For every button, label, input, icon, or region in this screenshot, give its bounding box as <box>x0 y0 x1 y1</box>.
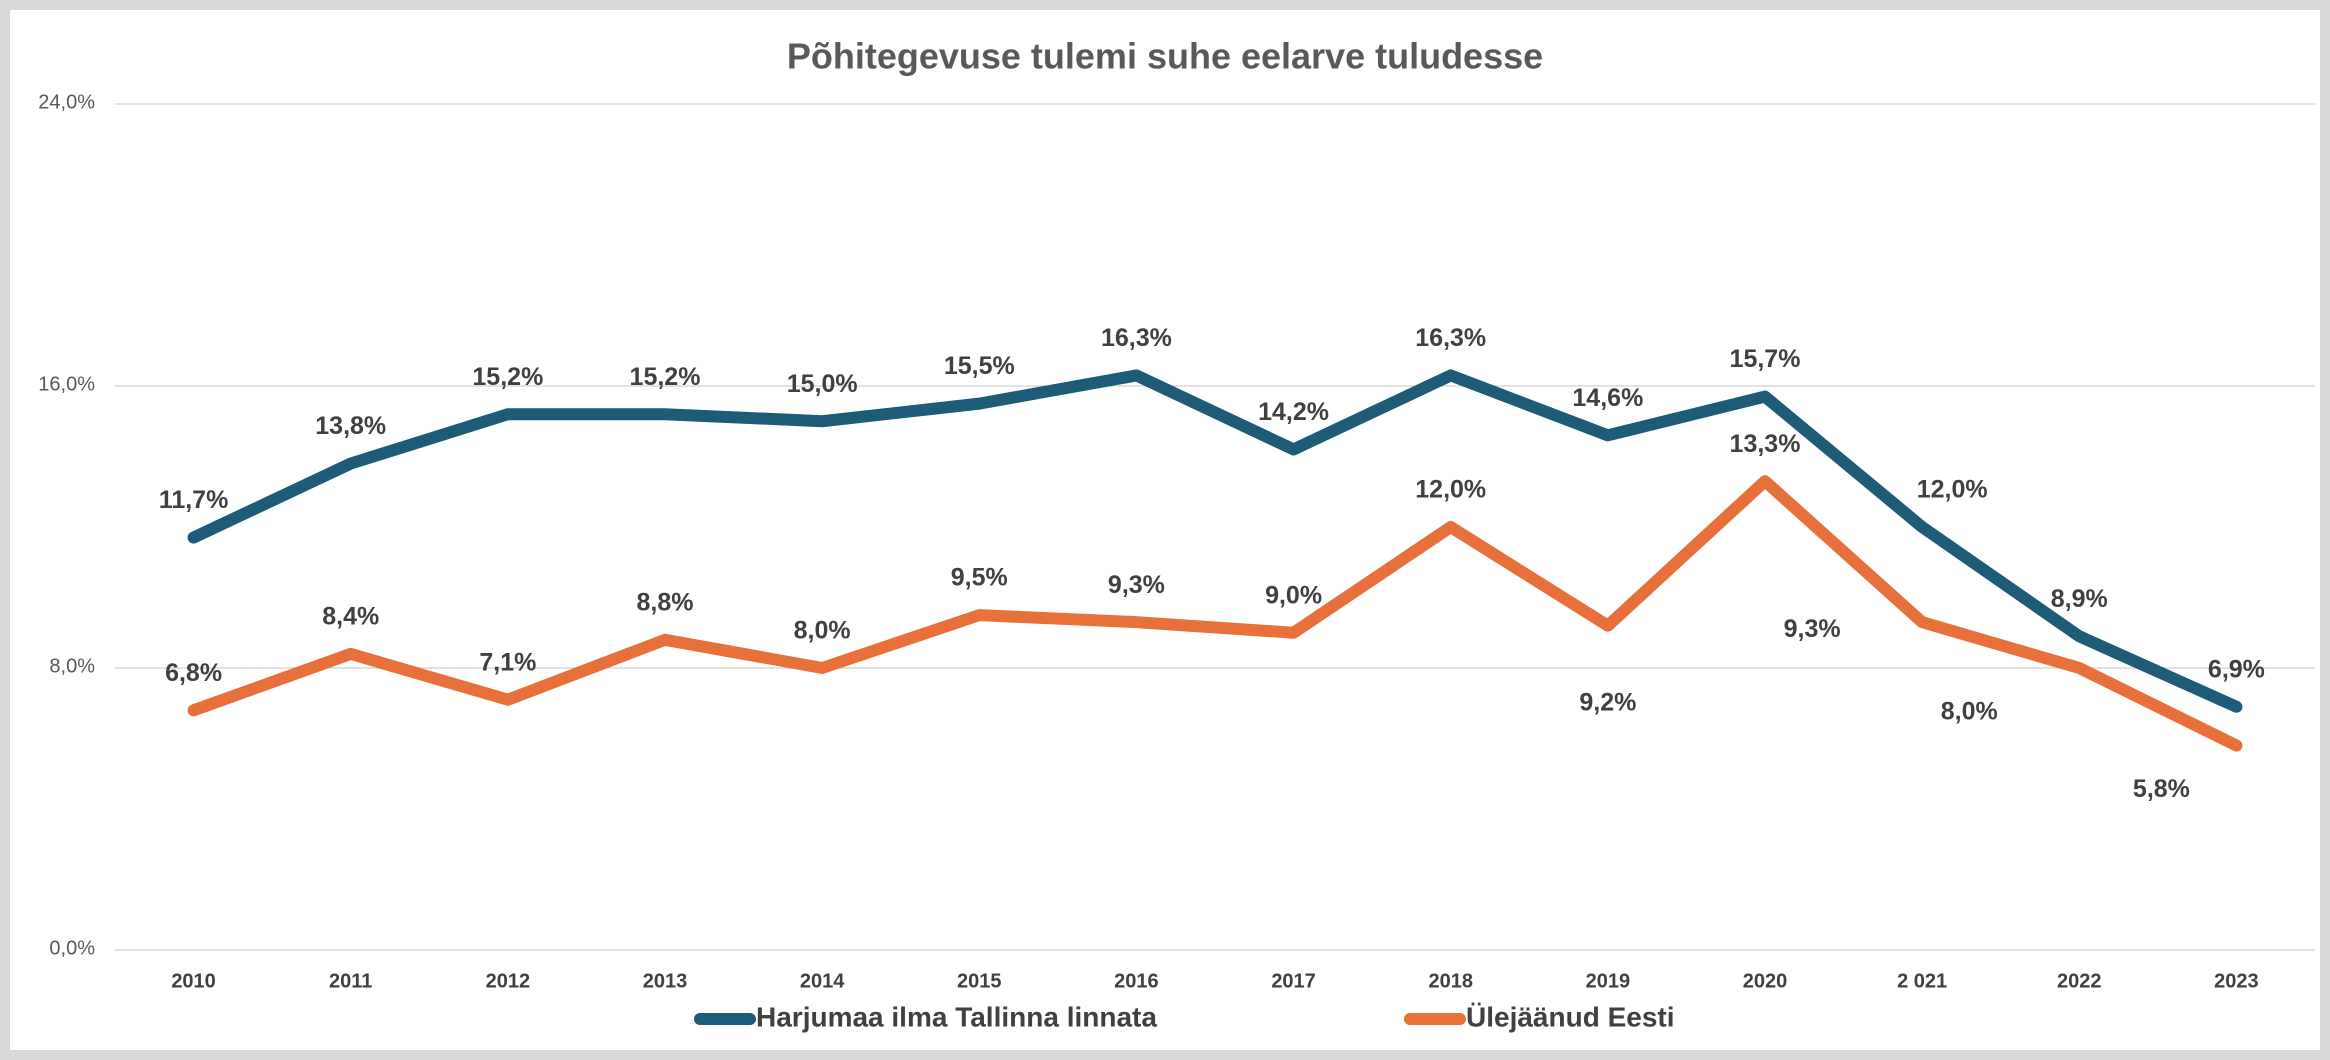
data-label: 8,4% <box>322 603 379 631</box>
data-label: 8,0% <box>1941 698 1998 726</box>
data-label: 9,2% <box>1579 688 1636 716</box>
data-label: 7,1% <box>479 648 536 676</box>
data-label: 8,0% <box>794 617 851 645</box>
data-label: 6,8% <box>165 659 222 687</box>
x-tick-label: 2012 <box>486 970 531 992</box>
data-label: 14,2% <box>1258 398 1329 426</box>
x-tick-label: 2016 <box>1114 970 1159 992</box>
data-label: 16,3% <box>1101 324 1172 352</box>
y-tick-label: 24,0% <box>38 91 95 113</box>
data-label: 15,2% <box>630 363 701 391</box>
x-tick-label: 2018 <box>1428 970 1473 992</box>
x-tick-label: 2 021 <box>1897 970 1947 992</box>
chart-title: Põhitegevuse tulemi suhe eelarve tuludes… <box>787 36 1543 77</box>
series-line <box>187 369 2243 713</box>
x-tick-label: 2013 <box>643 970 688 992</box>
data-label: 8,8% <box>637 588 694 616</box>
data-label: 9,5% <box>951 564 1008 592</box>
x-tick-label: 2019 <box>1586 970 1631 992</box>
x-tick-label: 2017 <box>1271 970 1316 992</box>
x-tick-label: 2020 <box>1743 970 1788 992</box>
data-label: 11,7% <box>159 486 229 514</box>
data-label: 13,8% <box>315 412 386 440</box>
x-tick-label: 2014 <box>800 970 845 992</box>
x-tick-label: 2010 <box>171 970 216 992</box>
x-tick-label: 2015 <box>957 970 1002 992</box>
data-label: 12,0% <box>1415 476 1486 504</box>
data-label: 15,2% <box>472 363 543 391</box>
data-label: 9,3% <box>1108 571 1165 599</box>
data-label: 14,6% <box>1572 384 1643 412</box>
data-label: 15,7% <box>1730 345 1801 373</box>
x-tick-label: 2022 <box>2057 970 2102 992</box>
x-tick-label: 2023 <box>2214 970 2259 992</box>
legend-label: Ülejäänud Eesti <box>1466 1001 1675 1032</box>
series-line <box>187 475 2243 752</box>
data-label: 5,8% <box>2133 775 2190 803</box>
data-label: 9,3% <box>1784 615 1841 643</box>
y-tick-label: 8,0% <box>49 655 95 677</box>
data-label: 9,0% <box>1265 581 1322 609</box>
data-label: 15,0% <box>787 370 858 398</box>
y-tick-label: 16,0% <box>38 373 95 395</box>
x-tick-label: 2011 <box>329 970 372 992</box>
data-label: 6,9% <box>2208 655 2265 683</box>
legend-label: Harjumaa ilma Tallinna linnata <box>756 1001 1157 1032</box>
data-label: 15,5% <box>944 352 1015 380</box>
data-label: 12,0% <box>1917 476 1988 504</box>
data-label: 8,9% <box>2051 585 2108 613</box>
y-tick-label: 0,0% <box>49 937 95 959</box>
data-label: 16,3% <box>1415 324 1486 352</box>
data-label: 13,3% <box>1730 430 1801 458</box>
